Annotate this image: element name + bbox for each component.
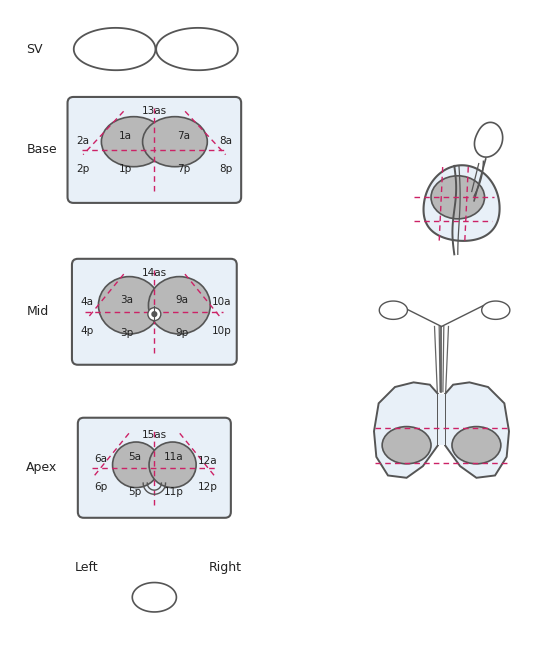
Text: 13as: 13as	[142, 106, 167, 116]
Text: 2p: 2p	[77, 164, 90, 174]
FancyBboxPatch shape	[78, 418, 231, 518]
Text: 8a: 8a	[219, 136, 232, 146]
Text: 10a: 10a	[212, 297, 231, 308]
Text: 1a: 1a	[119, 131, 132, 141]
Text: 5a: 5a	[128, 452, 141, 462]
Text: 5p: 5p	[128, 488, 141, 498]
Polygon shape	[474, 122, 503, 157]
Text: 1p: 1p	[118, 164, 132, 174]
Polygon shape	[74, 28, 156, 71]
Polygon shape	[445, 383, 509, 478]
Text: Mid: Mid	[26, 306, 48, 318]
Ellipse shape	[148, 277, 210, 334]
Circle shape	[152, 311, 157, 317]
Text: 6p: 6p	[94, 482, 107, 492]
Ellipse shape	[382, 426, 431, 464]
Text: 9p: 9p	[175, 328, 188, 338]
Polygon shape	[156, 28, 238, 71]
Text: 4p: 4p	[81, 326, 93, 336]
Polygon shape	[438, 394, 445, 445]
Text: 2a: 2a	[77, 136, 90, 146]
FancyBboxPatch shape	[67, 97, 241, 203]
Polygon shape	[132, 582, 176, 612]
Text: Base: Base	[26, 144, 57, 157]
Ellipse shape	[112, 442, 160, 488]
Text: 3a: 3a	[120, 296, 133, 306]
Text: 7a: 7a	[177, 131, 190, 141]
Text: SV: SV	[26, 43, 43, 56]
Ellipse shape	[101, 117, 166, 167]
Text: 6a: 6a	[94, 454, 107, 464]
Ellipse shape	[98, 277, 160, 334]
Ellipse shape	[149, 442, 196, 488]
Text: 15as: 15as	[142, 430, 167, 439]
Polygon shape	[379, 301, 408, 319]
Ellipse shape	[431, 176, 485, 219]
Text: Right: Right	[208, 562, 241, 575]
Text: 12a: 12a	[198, 456, 218, 466]
Text: 12p: 12p	[198, 482, 218, 492]
Text: 11p: 11p	[164, 488, 184, 498]
Text: Left: Left	[75, 562, 98, 575]
Polygon shape	[424, 165, 500, 241]
Text: 3p: 3p	[120, 328, 133, 338]
Text: Apex: Apex	[26, 461, 58, 474]
Polygon shape	[374, 383, 438, 478]
Circle shape	[148, 308, 161, 321]
Text: 9a: 9a	[175, 296, 188, 306]
Polygon shape	[481, 301, 510, 319]
Text: 7p: 7p	[177, 164, 190, 174]
Text: 14as: 14as	[142, 268, 167, 278]
Text: 4a: 4a	[81, 297, 93, 308]
FancyBboxPatch shape	[72, 259, 237, 365]
Text: 8p: 8p	[219, 164, 232, 174]
Ellipse shape	[142, 117, 207, 167]
Text: 11a: 11a	[165, 452, 184, 462]
Text: 10p: 10p	[212, 326, 231, 336]
Ellipse shape	[452, 426, 501, 464]
